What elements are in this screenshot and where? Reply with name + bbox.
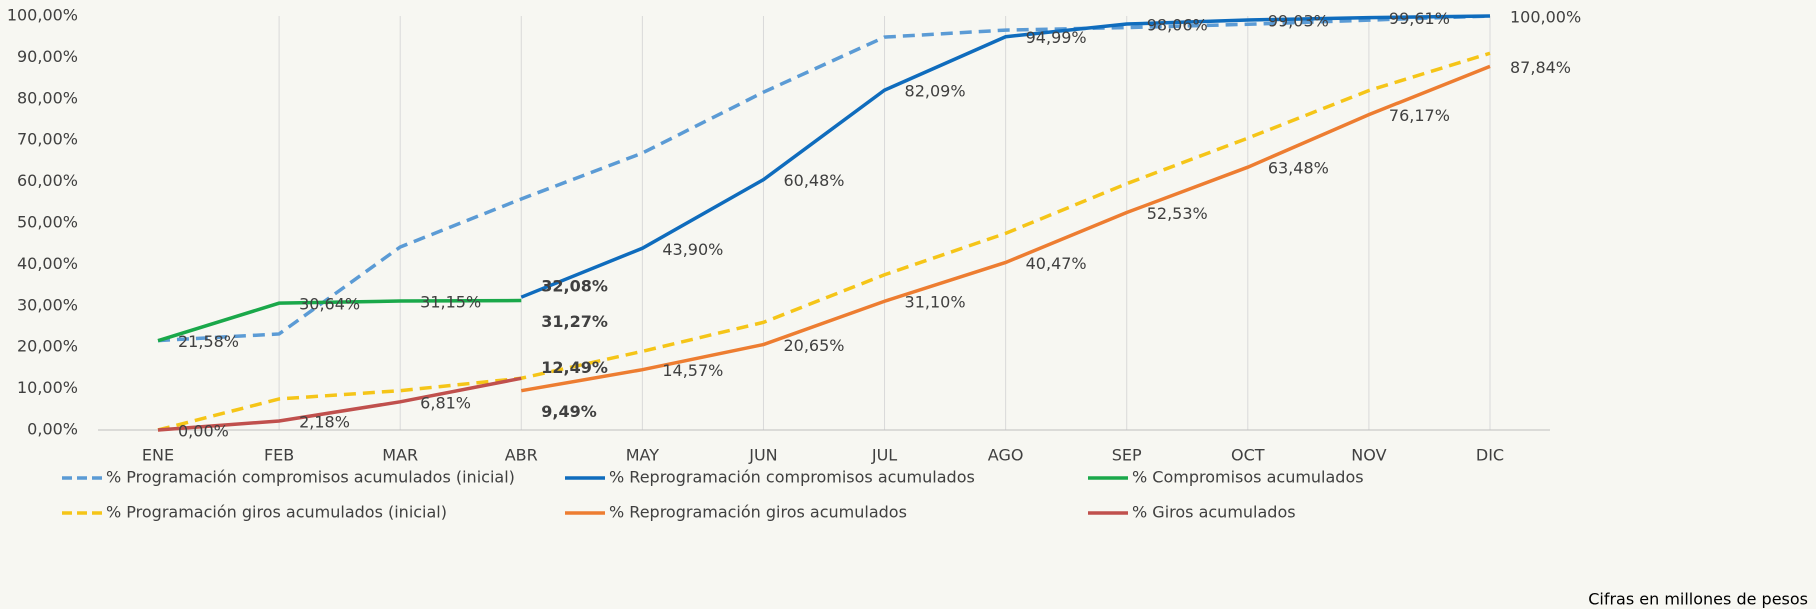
- y-tick-label: 10,00%: [17, 378, 78, 397]
- x-tick-label: MAR: [382, 446, 418, 465]
- data-label: 20,65%: [783, 336, 844, 355]
- x-tick-label: SEP: [1112, 446, 1142, 465]
- series-line: [157, 376, 522, 432]
- data-label: 30,64%: [299, 295, 360, 314]
- x-tick-label: AGO: [988, 446, 1024, 465]
- footnote: Cifras en millones de pesos: [1588, 590, 1808, 609]
- data-label: 98,06%: [1147, 16, 1208, 35]
- legend-label: % Reprogramación compromisos acumulados: [609, 468, 975, 487]
- data-label: 31,27%: [541, 312, 608, 331]
- x-tick-label: FEB: [264, 446, 294, 465]
- data-label: 76,17%: [1389, 106, 1450, 125]
- data-label: 0,00%: [178, 422, 229, 441]
- legend-label: % Reprogramación giros acumulados: [609, 503, 907, 522]
- data-label: 100,00%: [1510, 8, 1581, 27]
- data-label: 43,90%: [662, 240, 723, 259]
- data-label: 60,48%: [783, 171, 844, 190]
- series-line: [157, 14, 1491, 343]
- data-label: 99,03%: [1268, 12, 1329, 31]
- data-label: 32,08%: [541, 277, 608, 296]
- y-tick-label: 50,00%: [17, 213, 78, 232]
- legend-label: % Programación giros acumulados (inicial…: [106, 503, 447, 522]
- legend-label: % Programación compromisos acumulados (i…: [106, 468, 515, 487]
- y-tick-label: 40,00%: [17, 254, 78, 273]
- y-tick-label: 90,00%: [17, 47, 78, 66]
- data-label: 21,58%: [178, 332, 239, 351]
- x-tick-label: NOV: [1351, 446, 1386, 465]
- series-line: [520, 14, 1491, 299]
- x-tick-label: DIC: [1476, 446, 1504, 465]
- y-tick-label: 60,00%: [17, 171, 78, 190]
- legend-label: % Giros acumulados: [1132, 503, 1296, 522]
- data-label: 82,09%: [905, 82, 966, 101]
- data-label: 2,18%: [299, 412, 350, 431]
- series-line: [157, 51, 1491, 432]
- x-tick-label: ENE: [142, 446, 174, 465]
- data-label: 99,61%: [1389, 9, 1450, 28]
- data-label: 12,49%: [541, 358, 608, 377]
- data-label: 31,15%: [420, 293, 481, 312]
- y-tick-label: 100,00%: [7, 6, 78, 25]
- data-label: 14,57%: [662, 361, 723, 380]
- y-tick-label: 20,00%: [17, 337, 78, 356]
- y-tick-label: 30,00%: [17, 295, 78, 314]
- data-label: 94,99%: [1026, 28, 1087, 47]
- data-label: 87,84%: [1510, 58, 1571, 77]
- data-label: 40,47%: [1026, 254, 1087, 273]
- x-tick-label: JUL: [871, 446, 897, 465]
- x-tick-label: MAY: [626, 446, 660, 465]
- x-tick-label: ABR: [505, 446, 538, 465]
- y-tick-label: 0,00%: [27, 420, 78, 439]
- data-label: 63,48%: [1268, 159, 1329, 178]
- x-tick-label: OCT: [1231, 446, 1265, 465]
- data-label: 52,53%: [1147, 204, 1208, 223]
- data-label: 31,10%: [905, 293, 966, 312]
- legend-label: % Compromisos acumulados: [1132, 468, 1364, 487]
- y-tick-label: 80,00%: [17, 88, 78, 107]
- y-tick-label: 70,00%: [17, 130, 78, 149]
- x-tick-label: JUN: [748, 446, 777, 465]
- series-line: [520, 64, 1491, 393]
- data-label: 6,81%: [420, 393, 471, 412]
- series-line: [157, 298, 522, 343]
- data-label: 9,49%: [541, 402, 597, 421]
